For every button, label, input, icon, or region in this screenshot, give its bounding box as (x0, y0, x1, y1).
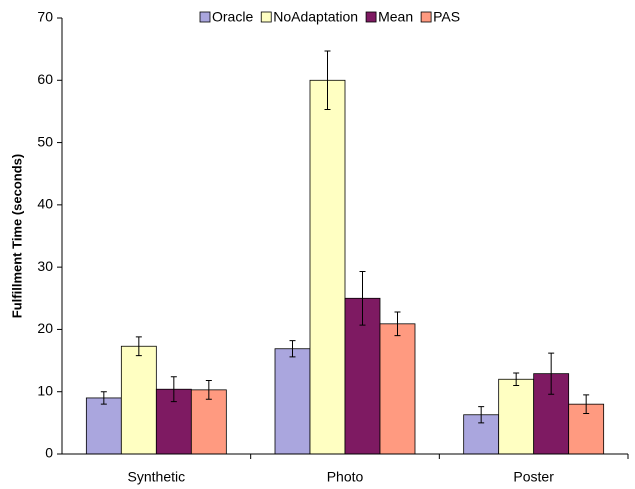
y-axis-label: Fulfillment Time (seconds) (9, 154, 24, 318)
y-tick-label: 50 (37, 133, 53, 149)
error-bar (170, 376, 177, 403)
x-tick-label: Poster (513, 469, 554, 485)
legend-swatch (260, 11, 272, 23)
legend-swatch (420, 11, 432, 23)
bar (120, 345, 157, 455)
y-tick-label: 10 (37, 382, 53, 398)
error-bar (205, 380, 212, 400)
y-tick-label: 20 (37, 320, 53, 336)
error-bar (513, 372, 520, 386)
legend-label: NoAdaptation (273, 9, 358, 25)
error-bar (394, 311, 401, 337)
y-tick-label: 60 (37, 71, 53, 87)
x-tick-label: Photo (327, 469, 364, 485)
bar (498, 378, 535, 455)
error-bar (289, 340, 296, 358)
y-tick-label: 40 (37, 196, 53, 212)
bar (274, 348, 311, 455)
y-tick-label: 0 (45, 445, 53, 461)
error-bar (548, 352, 555, 395)
error-bar (324, 50, 331, 111)
legend-swatch (199, 11, 211, 23)
legend-label: Oracle (212, 9, 253, 25)
legend-label: Mean (378, 9, 413, 25)
error-bar (135, 336, 142, 357)
bar (379, 323, 416, 455)
bar (85, 397, 122, 455)
error-bar (583, 394, 590, 415)
x-tick-label: Synthetic (128, 469, 186, 485)
bar (190, 389, 227, 455)
bar (309, 79, 346, 455)
error-bar (359, 271, 366, 326)
legend-swatch (365, 11, 377, 23)
error-bar (478, 406, 485, 424)
y-tick-label: 70 (37, 9, 53, 25)
legend-label: PAS (433, 9, 460, 25)
y-tick-label: 30 (37, 258, 53, 274)
error-bar (100, 391, 107, 405)
